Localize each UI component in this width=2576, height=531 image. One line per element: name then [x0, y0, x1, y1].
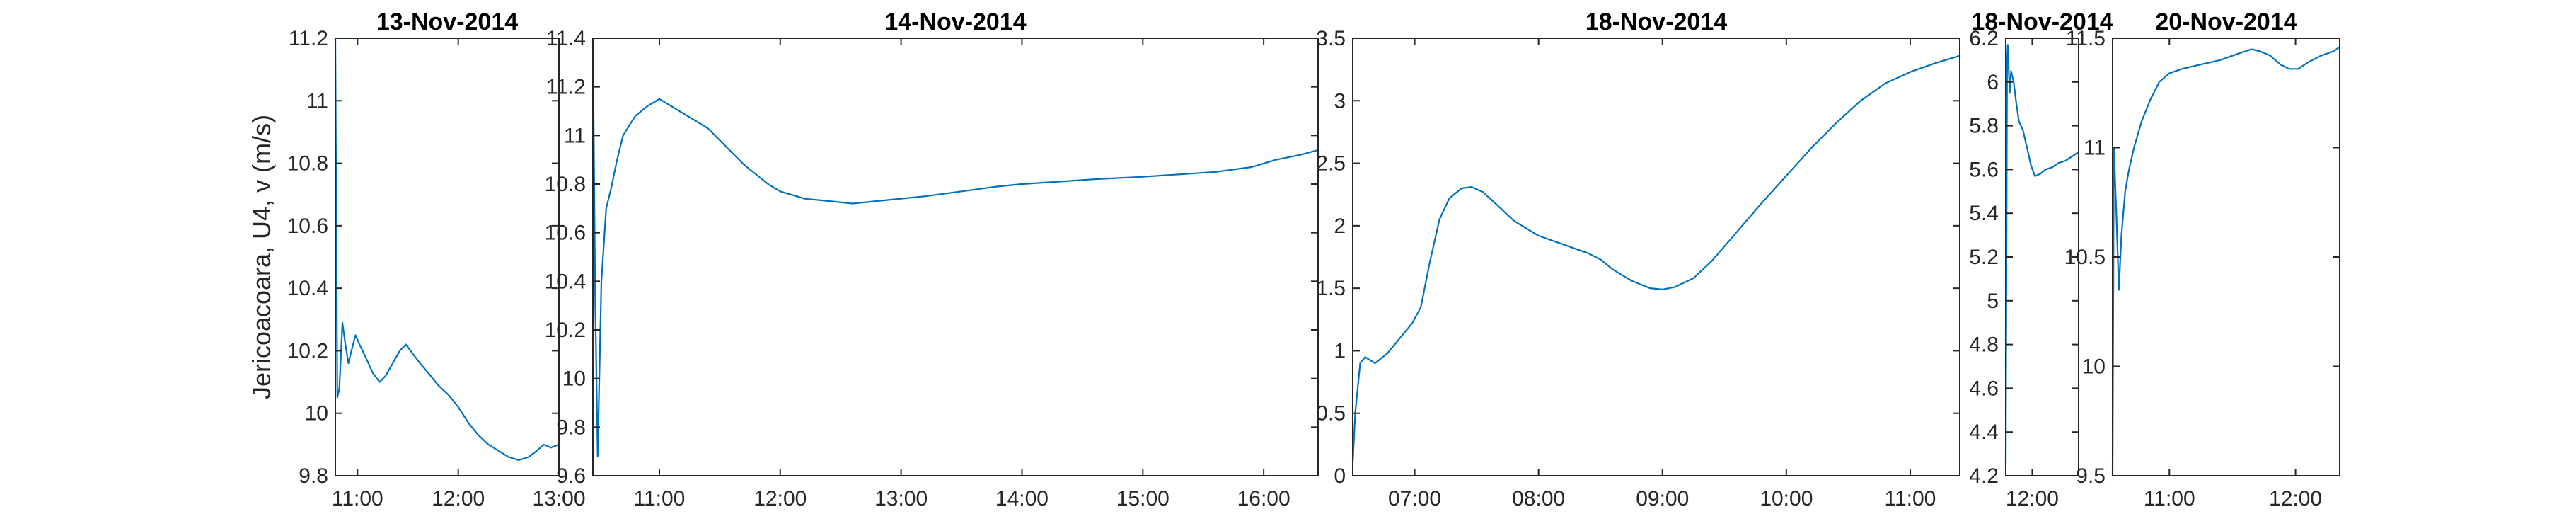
y-tick-label: 9.8 [556, 416, 586, 439]
y-tick-label: 1 [1334, 339, 1346, 362]
chart-title: 18-Nov-2014 [1586, 8, 1727, 35]
x-tick-label: 13:00 [874, 487, 928, 510]
chart-title: 14-Nov-2014 [884, 8, 1026, 35]
y-tick-label: 10 [562, 367, 586, 391]
x-tick-label: 10:00 [1760, 487, 1813, 510]
y-tick-label: 10.8 [545, 173, 586, 196]
y-tick-label: 6 [1987, 71, 1999, 94]
y-tick-label: 11 [2084, 137, 2106, 160]
series-line [1351, 55, 1960, 464]
plot-frame [335, 38, 560, 476]
plot-frame [1352, 38, 1960, 476]
chart-panel-2: 9.6 9.8 10 10.2 10.4 10.6 10.8 11 11.2 11.4 11:00 1… [545, 8, 1319, 510]
y-tick-label: 9.8 [299, 464, 328, 488]
y-tick-label: 11 [564, 124, 586, 147]
y-tick-label: 10.5 [2064, 246, 2106, 269]
y-tick-label: 11.4 [546, 27, 586, 50]
y-tick-label: 9.5 [2076, 464, 2106, 488]
x-tick-label: 07:00 [1388, 487, 1441, 510]
x-tick-label: 11:00 [1885, 487, 1936, 510]
x-tick-label: 12:00 [2269, 487, 2322, 510]
y-tick-label: 10.2 [545, 319, 586, 342]
y-tick-label: 5.8 [1969, 115, 1999, 138]
y-tick-label: 9.6 [556, 464, 586, 488]
x-tick-label: 13:00 [532, 487, 585, 510]
y-tick-label: 0 [1334, 464, 1346, 488]
y-tick-label: 6.2 [1969, 27, 1999, 50]
y-tick-label: 3.5 [1316, 27, 1346, 50]
y-tick-label: 10 [2082, 355, 2106, 379]
y-tick-label: 10.8 [287, 152, 328, 176]
y-tick-label: 5.2 [1969, 246, 1999, 269]
plot-frame [2112, 38, 2340, 476]
y-tick-label: 5 [1987, 290, 1999, 313]
y-tick-label: 5.6 [1969, 158, 1999, 181]
x-tick-label: 11:00 [634, 487, 686, 510]
plot-frame [592, 38, 1319, 476]
chart-panel-5: 9.5 10 10.5 11 11.5 11:00 12:00 20-Nov-2014 [2064, 8, 2340, 510]
x-tick-label: 12:00 [2006, 487, 2059, 510]
x-tick-label: 15:00 [1116, 487, 1169, 510]
y-tick-label: 10.2 [287, 339, 328, 362]
y-tick-label: 11.2 [546, 76, 586, 99]
x-tick-label: 14:00 [995, 487, 1049, 510]
x-tick-label: 11:00 [2144, 487, 2195, 510]
x-tick-label: 12:00 [432, 487, 485, 510]
x-tick-label: 12:00 [753, 487, 807, 510]
chart-panel-3: 0 0.5 1 1.5 2 2.5 3 3.5 07:00 08:00 09:00 10:00 11:0… [1316, 8, 1960, 510]
y-tick-label: 10.4 [287, 277, 328, 300]
y-tick-label: 1.5 [1316, 277, 1346, 300]
y-tick-label: 5.4 [1969, 202, 1999, 225]
y-tick-label: 11 [306, 89, 328, 113]
y-tick-label: 4.2 [1969, 464, 1999, 488]
x-tick-label: 16:00 [1237, 487, 1290, 510]
y-tick-label: 2 [1334, 215, 1346, 238]
y-tick-label: 4.8 [1969, 333, 1999, 357]
y-tick-label: 11.5 [2066, 27, 2106, 50]
y-tick-label: 10 [305, 402, 328, 426]
chart-title: 20-Nov-2014 [2155, 8, 2297, 35]
series-line [334, 38, 560, 461]
chart-title: 13-Nov-2014 [376, 8, 518, 35]
y-tick-label: 2.5 [1316, 152, 1346, 176]
y-axis-label: Jericoacoara, U4, v (m/s) [247, 115, 276, 399]
y-tick-label: 10.6 [545, 222, 586, 245]
x-tick-label: 11:00 [332, 487, 383, 510]
chart-title: 18-Nov-2014 [1971, 8, 2113, 35]
y-tick-label: 4.4 [1969, 421, 1999, 444]
y-tick-label: 3 [1334, 89, 1346, 113]
chart-panel-4: 4.2 4.4 4.6 4.8 5 5.2 5.4 5.6 5.8 6 6.2 12:00 18-Nov… [1969, 8, 2113, 510]
chart-panel-1: 9.8 10 10.2 10.4 10.6 10.8 11 11.2 11:00 12:00 13:… [287, 8, 586, 510]
y-tick-label: 4.6 [1969, 377, 1999, 400]
y-tick-label: 11.2 [289, 27, 328, 50]
series-line [2111, 46, 2340, 476]
series-line [2004, 44, 2079, 465]
x-tick-label: 09:00 [1636, 487, 1689, 510]
y-tick-label: 0.5 [1316, 402, 1346, 426]
x-tick-label: 08:00 [1512, 487, 1565, 510]
y-tick-label: 10.6 [287, 215, 328, 238]
y-tick-label: 10.4 [545, 270, 586, 293]
series-line [591, 38, 1319, 457]
